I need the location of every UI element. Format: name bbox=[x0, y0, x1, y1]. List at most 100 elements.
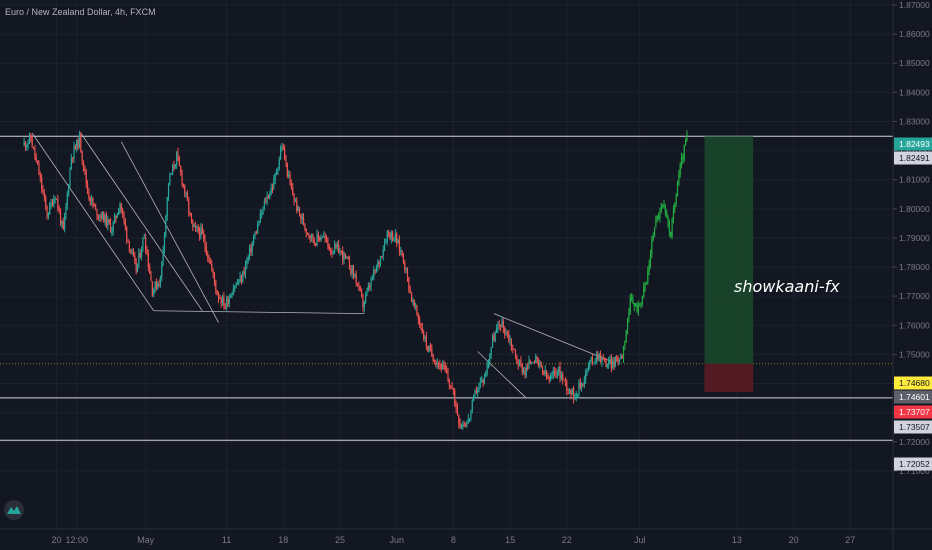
price-tag bbox=[894, 137, 932, 151]
candle-body bbox=[424, 336, 426, 339]
candle-body bbox=[113, 215, 116, 223]
candle-body bbox=[462, 424, 464, 428]
candle-body bbox=[107, 219, 109, 226]
price-tags: 1.82493 1.82491 1.74680 1.74601 1.73707 1.735… bbox=[894, 137, 932, 471]
trendline[interactable] bbox=[31, 132, 155, 311]
trendline[interactable] bbox=[120, 141, 219, 323]
y-tick-label: 1.76000 bbox=[899, 320, 930, 330]
candle-body bbox=[76, 139, 78, 149]
candle-body bbox=[556, 372, 558, 375]
candle-body bbox=[513, 349, 515, 351]
candle-body bbox=[406, 268, 409, 277]
time-axis[interactable]: 20 12:00 May 11 18 25 Jun 8 15 22 Jul 13 20 27 bbox=[0, 528, 932, 545]
candle-body bbox=[61, 220, 63, 224]
candle-body bbox=[410, 292, 413, 302]
candle-body bbox=[478, 383, 480, 390]
y-tick-label: 1.75000 bbox=[899, 349, 930, 359]
candle-body bbox=[244, 264, 247, 274]
trendline[interactable] bbox=[153, 310, 365, 315]
trendline[interactable] bbox=[477, 351, 527, 399]
candle-body bbox=[135, 260, 137, 272]
candle-body bbox=[288, 174, 290, 177]
candle-body bbox=[481, 379, 483, 383]
candle-body bbox=[664, 206, 666, 212]
candle-body bbox=[37, 160, 39, 165]
candle-body bbox=[582, 383, 584, 385]
candle-body bbox=[469, 418, 471, 420]
candle-body bbox=[289, 174, 291, 184]
candle-body bbox=[382, 249, 384, 257]
candle-body bbox=[514, 349, 517, 356]
candle-body bbox=[381, 256, 383, 258]
candle-body bbox=[362, 296, 364, 308]
candle-body bbox=[69, 168, 71, 186]
candle-body bbox=[366, 290, 368, 295]
position-tool[interactable] bbox=[704, 136, 754, 393]
candle-body bbox=[413, 300, 415, 307]
candle-body bbox=[639, 305, 641, 307]
candle-body bbox=[454, 390, 456, 405]
candle-body bbox=[622, 345, 625, 359]
candle-body bbox=[346, 256, 348, 258]
x-tick-label: 27 bbox=[845, 535, 855, 545]
trendline[interactable] bbox=[80, 132, 203, 311]
candle-body bbox=[460, 427, 463, 429]
price-tag bbox=[894, 405, 932, 419]
candle-body bbox=[101, 212, 103, 219]
candle-body bbox=[618, 358, 621, 363]
candle-body bbox=[427, 346, 429, 352]
candle-body bbox=[535, 356, 537, 363]
candle-body bbox=[416, 305, 418, 315]
candle-body bbox=[59, 211, 62, 224]
candle-body bbox=[64, 215, 66, 230]
candle-body bbox=[532, 362, 534, 364]
profit-zone[interactable] bbox=[704, 136, 754, 364]
candle-body bbox=[243, 271, 245, 274]
candle-body bbox=[329, 250, 332, 253]
candle-body bbox=[193, 225, 195, 228]
candle-body bbox=[479, 382, 481, 384]
candle-body bbox=[487, 361, 490, 364]
candle-body bbox=[466, 422, 468, 427]
candle-body bbox=[185, 193, 187, 195]
candle-body bbox=[24, 142, 27, 147]
candle-body bbox=[213, 273, 216, 282]
candle-body bbox=[308, 233, 310, 237]
candle-body bbox=[266, 196, 268, 203]
x-tick-label: May bbox=[137, 535, 155, 545]
candle-body bbox=[572, 388, 575, 399]
candle-body bbox=[490, 347, 492, 355]
candle-body bbox=[455, 404, 457, 408]
candle-body bbox=[579, 382, 581, 388]
candle-body bbox=[166, 196, 168, 217]
candle-body bbox=[617, 360, 619, 363]
candle-body bbox=[662, 204, 664, 207]
candle-body bbox=[504, 327, 506, 334]
candle-body bbox=[442, 364, 444, 370]
trendline[interactable] bbox=[493, 313, 616, 364]
candle-body bbox=[220, 298, 222, 304]
candle-body bbox=[297, 207, 299, 211]
candle-body bbox=[111, 231, 113, 233]
candle-body bbox=[458, 415, 460, 424]
candle-body bbox=[224, 306, 226, 308]
candle-body bbox=[554, 371, 556, 373]
loss-zone[interactable] bbox=[704, 363, 754, 393]
candle-body bbox=[436, 363, 438, 365]
candle-body bbox=[405, 268, 407, 270]
candle-body bbox=[320, 237, 322, 241]
candle-body bbox=[93, 204, 95, 207]
price-axis[interactable]: 1.87000 1.86000 1.85000 1.84000 1.83000 1.820… bbox=[892, 0, 930, 550]
y-tick-label: 1.87000 bbox=[899, 0, 930, 10]
candle-body bbox=[248, 247, 251, 256]
candle-body bbox=[301, 217, 303, 220]
candle-body bbox=[95, 206, 97, 210]
candle-body bbox=[594, 360, 596, 363]
candle-body bbox=[192, 219, 194, 228]
candle-body bbox=[89, 198, 91, 202]
candle-body bbox=[131, 251, 133, 253]
candle-body bbox=[448, 379, 450, 386]
candle-body bbox=[68, 185, 70, 194]
tradingview-logo-icon[interactable] bbox=[4, 500, 24, 520]
